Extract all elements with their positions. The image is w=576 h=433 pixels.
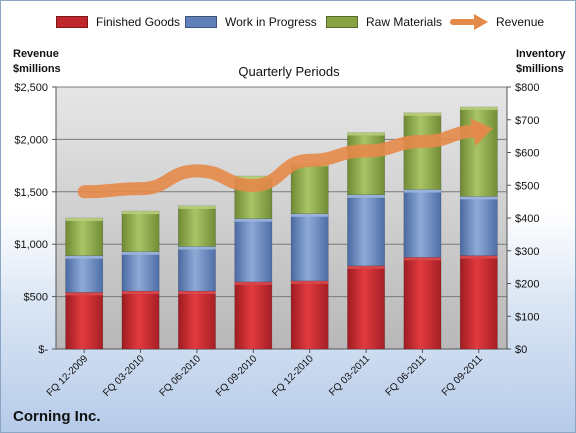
- bar-work-in-progress: [65, 255, 104, 293]
- bar-top-edge: [178, 291, 216, 295]
- legend-label: Revenue: [496, 15, 545, 29]
- legend-label: Work in Progress: [225, 15, 317, 29]
- bar-raw-materials: [403, 112, 442, 190]
- bar-work-in-progress: [459, 196, 498, 256]
- bar-finished-goods: [121, 290, 160, 350]
- bar-top-edge: [65, 255, 103, 259]
- right-tick-label: $600: [515, 148, 539, 160]
- bar-finished-goods: [403, 256, 442, 350]
- bar-top-edge: [234, 218, 272, 222]
- bar-top-edge: [347, 132, 385, 136]
- legend: Finished Goods Work in Progress Raw Mate…: [1, 14, 575, 35]
- bar-top-edge: [291, 280, 329, 284]
- left-tick-label: $2,000: [14, 134, 48, 146]
- bar-work-in-progress: [403, 189, 442, 258]
- bar-top-edge: [403, 112, 442, 116]
- bar-finished-goods: [65, 292, 104, 350]
- x-tick-label: FQ 09-2011: [440, 353, 485, 398]
- right-axis-title-line2: $millions: [516, 63, 564, 75]
- left-tick-label: $1,000: [14, 239, 48, 251]
- bar-top-edge: [121, 211, 160, 215]
- legend-item-work-in-progress: Work in Progress: [185, 15, 317, 29]
- bar-top-edge: [65, 292, 103, 296]
- left-tick-label: $1,500: [14, 187, 48, 199]
- legend-item-raw-materials: Raw Materials: [326, 15, 442, 29]
- bar-top-edge: [121, 291, 160, 295]
- bar-top-edge: [403, 189, 442, 193]
- revenue-arrowhead: [470, 118, 493, 146]
- bar-top-edge: [178, 246, 216, 250]
- legend-swatch: [185, 16, 217, 28]
- legend-arrow-icon: [450, 14, 488, 30]
- bar-top-edge: [460, 255, 498, 259]
- x-tick-label: FQ 03-2010: [101, 353, 147, 399]
- left-tick-label: $-: [38, 344, 48, 356]
- bar-raw-materials: [178, 205, 216, 247]
- bar-finished-goods: [459, 255, 498, 350]
- x-tick-label: FQ 12-2009: [45, 353, 91, 399]
- bar-raw-materials: [347, 132, 385, 196]
- bar-finished-goods: [234, 281, 273, 350]
- bar-work-in-progress: [234, 218, 273, 283]
- left-tick-label: $2,500: [14, 82, 48, 94]
- right-tick-label: $500: [515, 180, 539, 192]
- bar-finished-goods: [347, 265, 385, 350]
- bar-work-in-progress: [121, 251, 160, 292]
- bar-top-edge: [234, 281, 272, 285]
- bar-top-edge: [291, 213, 329, 217]
- bar-top-edge: [121, 251, 160, 255]
- bar-work-in-progress: [347, 194, 385, 267]
- left-axis-title: Revenue $millions: [13, 47, 61, 77]
- bar-top-edge: [234, 176, 272, 180]
- legend-swatch: [56, 16, 88, 28]
- x-tick-label: FQ 09-2010: [214, 353, 260, 399]
- bar-work-in-progress: [178, 246, 216, 292]
- legend-item-revenue: Revenue: [450, 14, 545, 30]
- legend-label: Raw Materials: [366, 15, 443, 29]
- x-tick-label: FQ 12-2010: [270, 353, 316, 399]
- x-tick-label: FQ 06-2010: [158, 353, 204, 399]
- left-axis-title-line1: Revenue: [13, 48, 59, 60]
- left-tick-label: $500: [24, 292, 48, 304]
- bar-raw-materials: [290, 163, 329, 215]
- x-tick-label: FQ 03-2011: [327, 353, 372, 398]
- left-axis-title-line2: $millions: [13, 63, 61, 75]
- legend-item-finished-goods: Finished Goods: [56, 15, 180, 29]
- legend-label: Finished Goods: [96, 15, 181, 29]
- right-axis-title: Inventory $millions: [516, 47, 566, 77]
- right-tick-label: $0: [515, 344, 527, 356]
- bar-finished-goods: [178, 290, 216, 350]
- bar-raw-materials: [65, 217, 104, 256]
- company-name: Corning Inc.: [13, 408, 101, 425]
- bar-top-edge: [347, 194, 385, 198]
- bar-raw-materials: [459, 106, 498, 197]
- revenue-line: [77, 124, 486, 199]
- bar-top-edge: [460, 106, 498, 110]
- right-tick-label: $300: [515, 246, 539, 258]
- right-tick-label: $100: [515, 311, 539, 323]
- right-tick-label: $200: [515, 279, 539, 291]
- bar-top-edge: [178, 205, 216, 209]
- legend-swatch: [326, 16, 358, 28]
- bar-top-edge: [65, 218, 103, 221]
- bar-work-in-progress: [290, 213, 329, 282]
- chart-subtitle: Quarterly Periods: [238, 64, 340, 79]
- bar-top-edge: [347, 265, 385, 269]
- right-tick-label: $400: [515, 213, 539, 225]
- right-axis-title-line1: Inventory: [516, 48, 566, 60]
- bar-top-edge: [403, 257, 442, 261]
- right-tick-label: $700: [515, 115, 539, 127]
- bar-finished-goods: [290, 280, 329, 350]
- right-tick-label: $800: [515, 82, 539, 94]
- bar-raw-materials: [121, 210, 160, 253]
- x-tick-label: FQ 06-2011: [384, 353, 429, 398]
- bar-top-edge: [460, 196, 498, 200]
